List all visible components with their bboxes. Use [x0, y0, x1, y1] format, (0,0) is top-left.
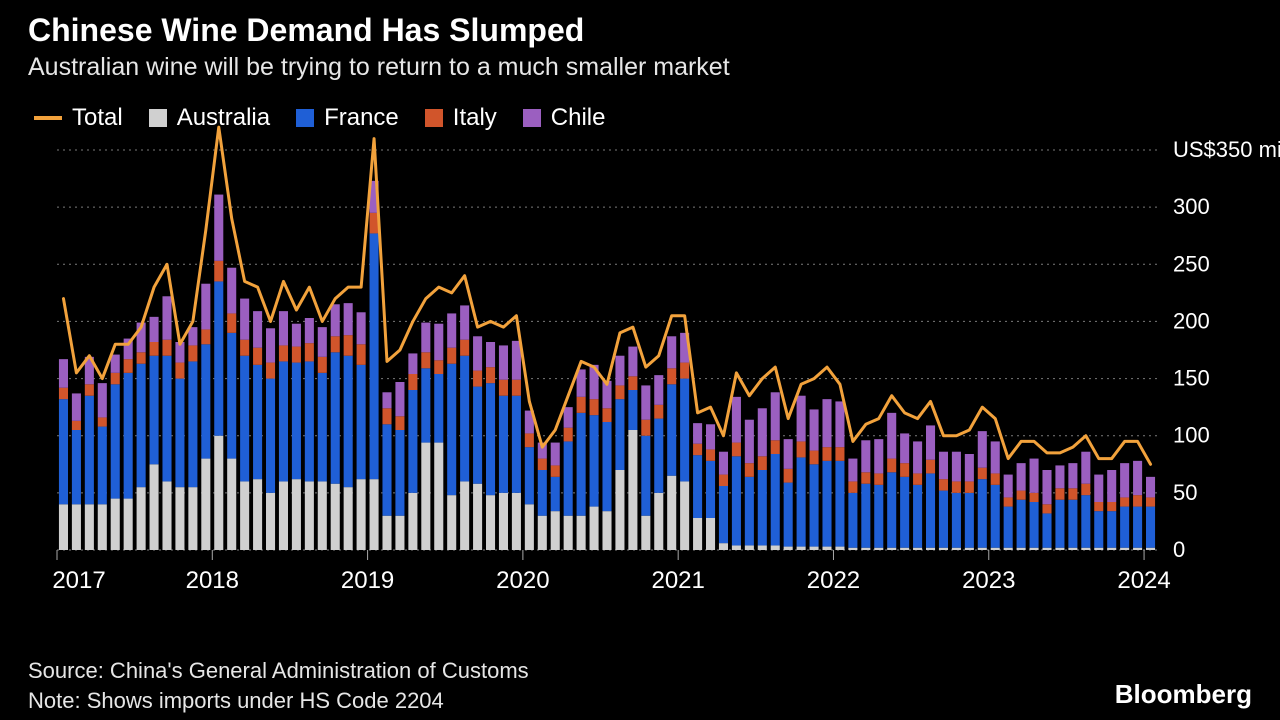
chart-title: Chinese Wine Demand Has Slumped: [28, 12, 1252, 49]
svg-text:100: 100: [1173, 423, 1210, 448]
square-swatch-icon: [425, 109, 443, 127]
line-swatch-icon: [34, 116, 62, 120]
legend-label-australia: Australia: [177, 104, 270, 132]
square-swatch-icon: [523, 109, 541, 127]
legend-label-france: France: [324, 104, 399, 132]
legend-item-italy: Italy: [425, 104, 497, 132]
chart-subtitle: Australian wine will be trying to return…: [28, 53, 1252, 82]
note-text: Note: Shows imports under HS Code 2204: [28, 688, 444, 714]
svg-text:2024: 2024: [1117, 567, 1170, 594]
legend-item-australia: Australia: [149, 104, 270, 132]
legend: Total Australia France Italy Chile: [34, 104, 1252, 132]
chart-svg: 050100150200250300US$350 million20172018…: [57, 150, 1157, 550]
legend-item-chile: Chile: [523, 104, 606, 132]
plot-area: 050100150200250300US$350 million20172018…: [57, 150, 1157, 550]
legend-label-italy: Italy: [453, 104, 497, 132]
svg-text:US$350 million: US$350 million: [1173, 137, 1280, 162]
svg-text:2023: 2023: [962, 567, 1015, 594]
svg-text:2017: 2017: [52, 567, 105, 594]
svg-text:150: 150: [1173, 366, 1210, 391]
svg-text:250: 250: [1173, 251, 1210, 276]
legend-label-chile: Chile: [551, 104, 606, 132]
svg-text:2018: 2018: [186, 567, 239, 594]
square-swatch-icon: [149, 109, 167, 127]
svg-text:200: 200: [1173, 308, 1210, 333]
source-text: Source: China's General Administration o…: [28, 658, 529, 684]
svg-text:2019: 2019: [341, 567, 394, 594]
svg-text:2021: 2021: [651, 567, 704, 594]
svg-text:0: 0: [1173, 537, 1185, 562]
legend-item-total: Total: [34, 104, 123, 132]
legend-item-france: France: [296, 104, 399, 132]
legend-label-total: Total: [72, 104, 123, 132]
svg-text:50: 50: [1173, 480, 1197, 505]
square-swatch-icon: [296, 109, 314, 127]
svg-text:2022: 2022: [807, 567, 860, 594]
brand-logo: Bloomberg: [1115, 679, 1252, 710]
svg-text:300: 300: [1173, 194, 1210, 219]
svg-text:2020: 2020: [496, 567, 549, 594]
